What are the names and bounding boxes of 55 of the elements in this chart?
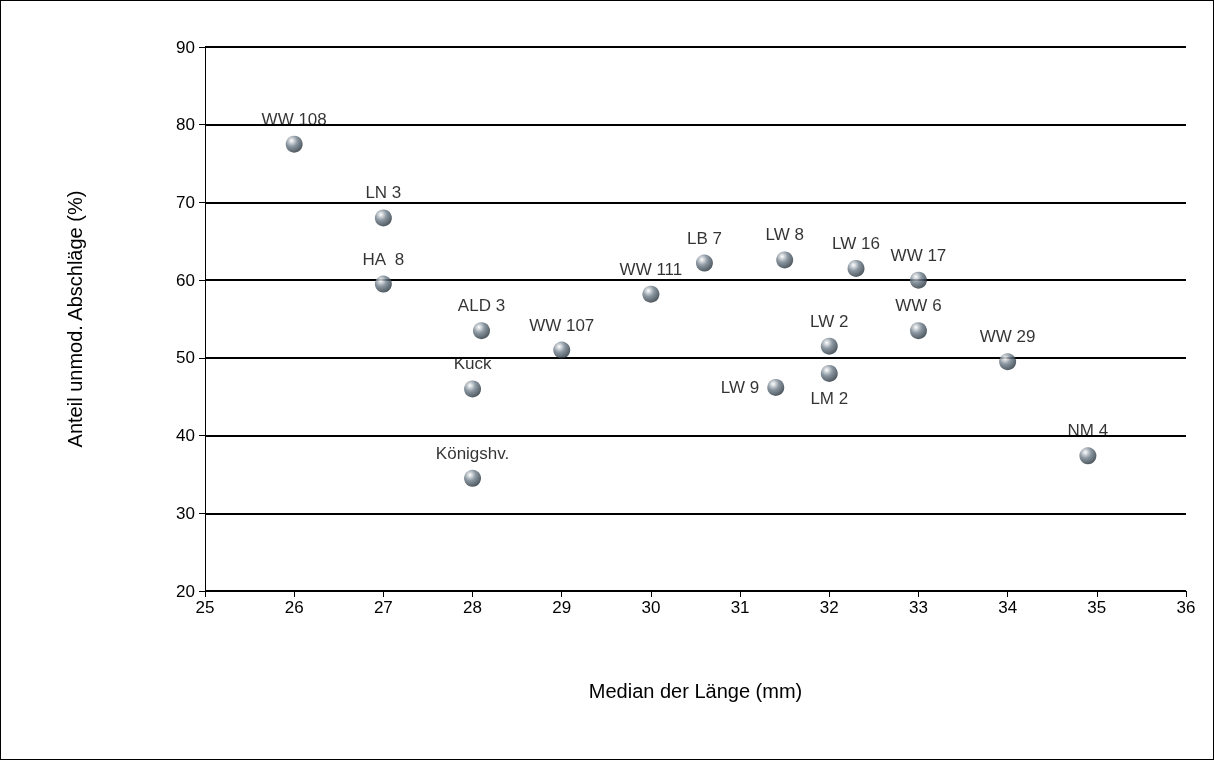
- point: [374, 209, 392, 227]
- y-tick-label: 70: [176, 192, 195, 212]
- annotation: LN 3: [365, 183, 402, 203]
- point: [642, 285, 660, 303]
- point: [909, 322, 927, 340]
- point: [767, 378, 785, 396]
- x-tick-label: 32: [819, 598, 839, 617]
- point: [820, 337, 838, 355]
- x-tick-label: 33: [908, 598, 928, 617]
- x-tick-label: 31: [730, 598, 750, 617]
- x-tick-label: 30: [641, 598, 661, 617]
- y-axis-title: Anteil unmod. Abschläge (%): [64, 190, 86, 448]
- y-tick-label: 80: [176, 115, 195, 135]
- annotation: LB 7: [686, 228, 722, 248]
- annotation: LW 16: [832, 233, 880, 253]
- point: [847, 259, 865, 277]
- annotation: WW 107: [529, 315, 595, 335]
- y-tick-label: 50: [176, 348, 195, 368]
- point: [285, 135, 303, 153]
- y-tick-label: 90: [176, 37, 195, 57]
- annotation: LM 2: [810, 388, 849, 408]
- point: [374, 275, 392, 293]
- annotation: ALD 3: [457, 296, 506, 316]
- annotation: Königshv.: [435, 443, 510, 463]
- point: [999, 353, 1017, 371]
- annotation: LW 9: [720, 377, 760, 397]
- x-tick-label: 29: [552, 598, 572, 617]
- annotation: LW 8: [765, 225, 804, 245]
- annotation: WW 17: [890, 245, 947, 265]
- y-tick-label: 60: [176, 270, 195, 290]
- y-tick-label: 40: [176, 426, 195, 446]
- x-tick-label: 26: [284, 598, 304, 617]
- point: [1079, 447, 1097, 465]
- point: [695, 254, 713, 272]
- point: [820, 364, 838, 382]
- y-tick-label: 20: [176, 581, 195, 601]
- annotation: WW 6: [895, 296, 942, 316]
- x-tick-label: 35: [1087, 598, 1107, 617]
- annotation: LW 2: [810, 311, 849, 331]
- x-tick-label: 27: [373, 598, 393, 617]
- x-axis-title: Median der Länge (mm): [588, 680, 803, 702]
- x-tick-label: 34: [998, 598, 1018, 617]
- point: [553, 341, 571, 359]
- annotation: WW 111: [619, 259, 683, 279]
- point: [464, 469, 482, 487]
- y-tick-label: 30: [176, 503, 195, 523]
- point: [472, 322, 490, 340]
- x-tick-label: 25: [195, 598, 215, 617]
- point: [776, 251, 794, 269]
- annotation: HA 8: [362, 249, 405, 269]
- point: [464, 380, 482, 398]
- annotation: WW 29: [979, 327, 1036, 347]
- point: [909, 271, 927, 289]
- x-tick-label: 36: [1176, 598, 1196, 617]
- x-tick-label: 28: [463, 598, 483, 617]
